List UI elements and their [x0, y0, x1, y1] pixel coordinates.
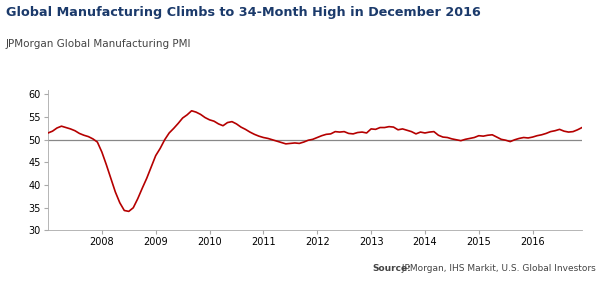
Text: Source:: Source: — [372, 264, 411, 273]
Text: JPMorgan, IHS Markit, U.S. Global Investors: JPMorgan, IHS Markit, U.S. Global Invest… — [399, 264, 596, 273]
Text: Global Manufacturing Climbs to 34-Month High in December 2016: Global Manufacturing Climbs to 34-Month … — [6, 6, 481, 19]
Text: JPMorgan Global Manufacturing PMI: JPMorgan Global Manufacturing PMI — [6, 39, 191, 49]
